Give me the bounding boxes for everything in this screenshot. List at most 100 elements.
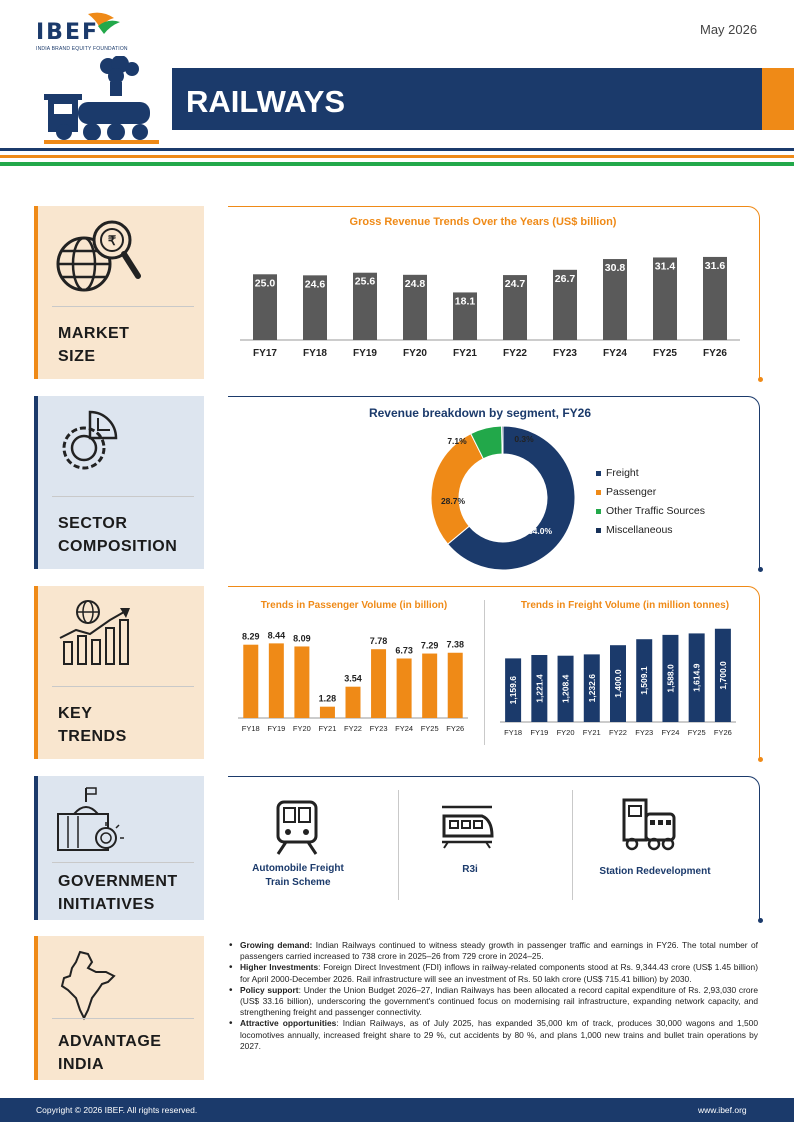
logo-subtitle: INDIA BRAND EQUITY FOUNDATION: [36, 46, 128, 52]
bar: [583, 654, 600, 722]
section-label: INITIATIVES: [58, 896, 155, 913]
advantage-item: Higher Investments: Foreign Direct Inves…: [228, 962, 758, 984]
bar: [603, 259, 627, 340]
advantage-text: : Foreign Direct Investment (FDI) inflow…: [240, 962, 758, 984]
data-label: 26.7: [555, 273, 576, 285]
segment-chart-panel: [228, 396, 760, 570]
data-label: 18.1: [455, 295, 476, 307]
data-label: 1,221.4: [534, 674, 544, 703]
chart-title: Gross Revenue Trends Over the Years (US$…: [349, 216, 617, 228]
legend-label: Passenger: [606, 486, 657, 498]
data-label: 31.6: [705, 260, 726, 272]
stripe-green: [0, 162, 794, 166]
data-label: 7.29: [421, 641, 439, 651]
growth-globe-icon: [59, 600, 130, 665]
tick-label: FY23: [553, 348, 577, 359]
website-link[interactable]: www.ibef.org: [698, 1105, 747, 1115]
advantage-item: Attractive opportunities: Indian Railway…: [228, 1018, 758, 1052]
tick-label: FY26: [703, 348, 727, 359]
section-label: SIZE: [58, 348, 96, 365]
advantage-item: Growing demand: Indian Railways continue…: [228, 940, 758, 962]
bar: [553, 269, 577, 340]
sector-composition-card: SECTOR COMPOSITION: [34, 396, 204, 569]
data-label: 24.8: [405, 278, 426, 290]
tick-label: FY17: [253, 348, 277, 359]
legend-label: Miscellaneous: [606, 524, 673, 536]
trends-chart-panel: [228, 586, 760, 760]
tick-label: FY25: [421, 724, 439, 733]
advantage-list: Growing demand: Indian Railways continue…: [228, 940, 758, 1052]
data-label: 1,588.0: [665, 664, 675, 693]
initiative-label: Station Redevelopment: [599, 866, 711, 877]
section-label: INDIA: [58, 1056, 105, 1073]
legend-item: Passenger: [596, 486, 705, 498]
train-front-icon: [276, 800, 318, 855]
bar: [531, 654, 548, 722]
tick-label: FY20: [557, 728, 575, 737]
data-label: 31.4: [655, 260, 676, 272]
stripe-blue: [0, 148, 794, 151]
data-label: 1,400.0: [613, 669, 623, 698]
initiative-label: Automobile Freight Train Scheme: [252, 863, 344, 888]
copyright: Copyright © 2026 IBEF. All rights reserv…: [36, 1105, 198, 1115]
tick-label: FY21: [583, 728, 601, 737]
data-label: 6.73: [395, 645, 413, 655]
legend-item: Freight: [596, 467, 705, 479]
locomotive-icon: [622, 798, 676, 851]
bar: [653, 257, 677, 340]
bullet-train-icon: [442, 805, 494, 849]
market-size-card: ₹ MARKET SIZE: [34, 206, 204, 379]
advantage-heading: Policy support: [240, 984, 299, 995]
legend-swatch: [596, 470, 601, 476]
bar: [403, 274, 427, 340]
chart-title: Trends in Freight Volume (in million ton…: [520, 600, 730, 611]
tick-label: FY18: [242, 724, 260, 733]
advantage-text: : Under the Union Budget 2026–27, Indian…: [240, 984, 759, 1018]
bar: [268, 643, 284, 718]
legend-item: Miscellaneous: [596, 524, 705, 536]
bar: [422, 653, 438, 718]
section-label: GOVERNMENT: [58, 873, 178, 890]
data-label: 25.6: [355, 276, 376, 288]
bar: [294, 646, 310, 718]
bar: [662, 634, 679, 722]
tick-label: FY19: [530, 728, 548, 737]
data-label: 7.38: [446, 640, 464, 650]
data-label: 64.0%: [528, 526, 553, 536]
tick-label: FY22: [609, 728, 627, 737]
bar: [447, 652, 463, 718]
tick-label: FY23: [370, 724, 388, 733]
advantage-text: : Indian Railways, as of July 2025, has …: [240, 1018, 758, 1051]
passenger-bar-chart: 8.29 FY18 8.44 FY19 8.09 FY20 1.28 FY21 3.54 FY22…: [238, 630, 468, 733]
tick-label: FY21: [318, 724, 336, 733]
legend-item: Other Traffic Sources: [596, 505, 705, 517]
data-label: 8.29: [242, 632, 260, 642]
data-label: 1,159.6: [508, 676, 518, 705]
data-label: 3.54: [344, 674, 362, 684]
initiative-divider: [572, 790, 573, 900]
india-map-icon: [60, 950, 116, 1021]
gear-chart-icon: [62, 410, 118, 470]
ibef-logo: [36, 8, 136, 56]
data-label: 28.7%: [441, 496, 466, 506]
advantage-heading: Attractive opportunities: [240, 1018, 337, 1029]
advantage-heading: Higher Investments: [240, 962, 319, 973]
tick-label: FY18: [504, 728, 522, 737]
data-label: 25.0: [255, 277, 276, 289]
tick-label: FY19: [267, 724, 285, 733]
title-bar: [172, 68, 762, 130]
legend-swatch: [596, 489, 601, 495]
bar: [396, 658, 412, 718]
panel-dot: [758, 757, 763, 762]
government-initiatives-card: GOVERNMENT INITIATIVES: [34, 776, 204, 920]
bar: [703, 256, 727, 340]
advantage-heading: Growing demand:: [240, 940, 313, 950]
tick-label: FY20: [293, 724, 311, 733]
panel-dot: [758, 567, 763, 572]
advantage-item: Policy support: Under the Union Budget 2…: [228, 985, 758, 1019]
chart-divider: [484, 600, 485, 745]
tick-label: FY23: [635, 728, 653, 737]
data-label: 1,614.9: [692, 663, 702, 692]
chart-title: Revenue breakdown by segment, FY26: [368, 406, 592, 420]
revenue-chart-panel: [228, 206, 760, 380]
